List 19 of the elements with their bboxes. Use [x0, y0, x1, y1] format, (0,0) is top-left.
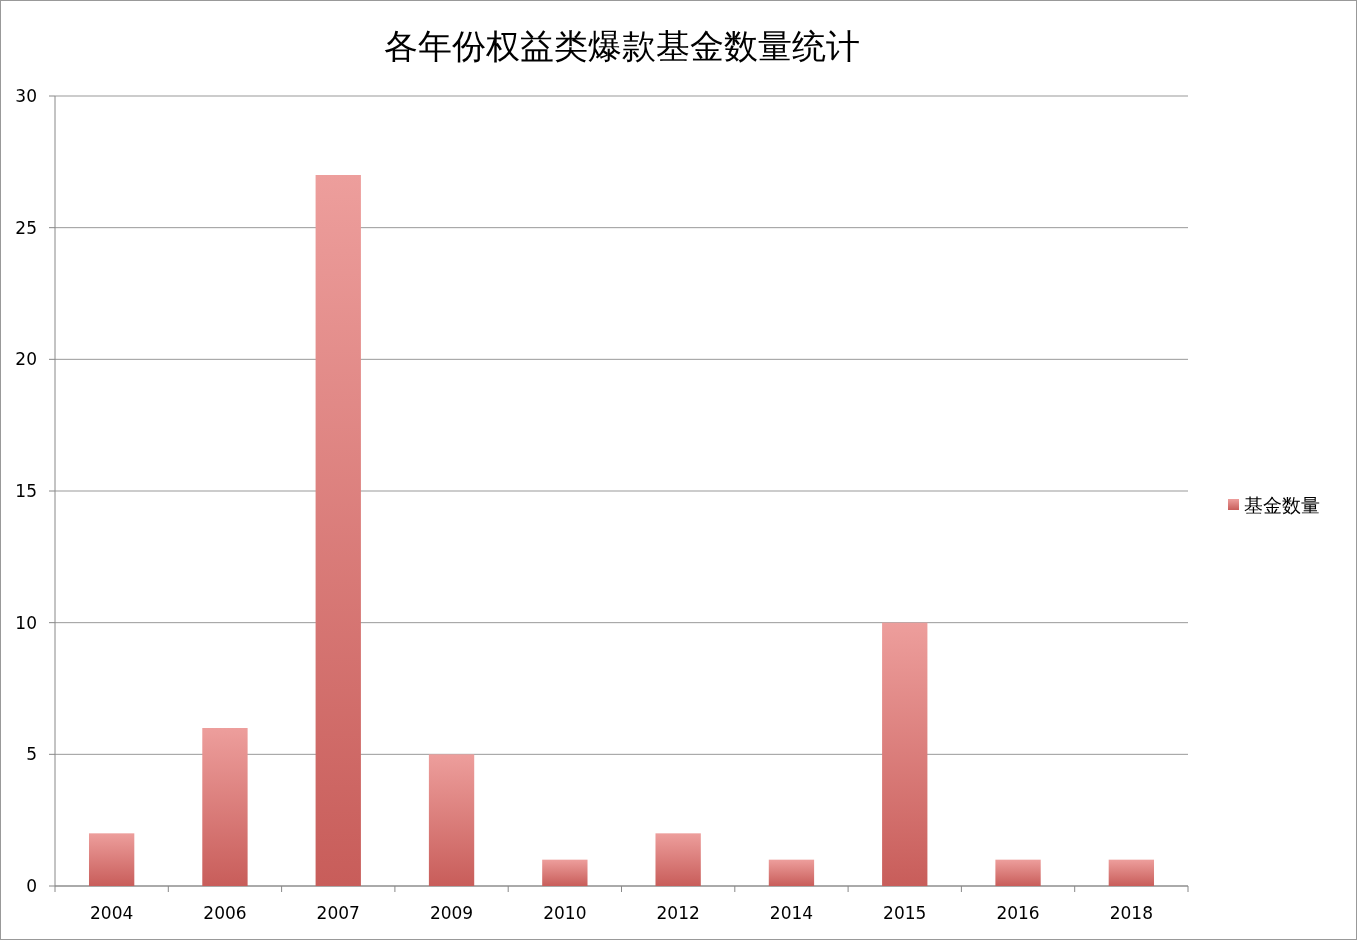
x-tick-label: 2010: [543, 903, 587, 923]
x-tick-label: 2014: [769, 903, 814, 923]
y-tick-label: 20: [15, 349, 37, 370]
x-tick-label: 2015: [883, 903, 927, 923]
x-tick-label: 2006: [203, 903, 247, 923]
y-tick-label: 30: [15, 86, 37, 106]
legend-label: 基金数量: [1244, 494, 1320, 516]
x-tick-label: 2016: [996, 903, 1040, 923]
y-tick-label: 5: [26, 744, 37, 765]
y-tick-label: 25: [15, 217, 37, 238]
y-tick-label: 0: [26, 876, 37, 896]
y-tick-label: 15: [15, 481, 37, 501]
x-tick-label: 2012: [656, 903, 700, 923]
x-tick-label: 2018: [1109, 903, 1153, 923]
y-tick-label: 10: [15, 612, 37, 633]
x-tick-label: 2004: [90, 903, 134, 923]
x-tick-label: 2009: [429, 903, 474, 923]
chart-title: 各年份权益类爆款基金数量统计: [383, 26, 860, 66]
x-tick-label: 2007: [316, 903, 360, 923]
